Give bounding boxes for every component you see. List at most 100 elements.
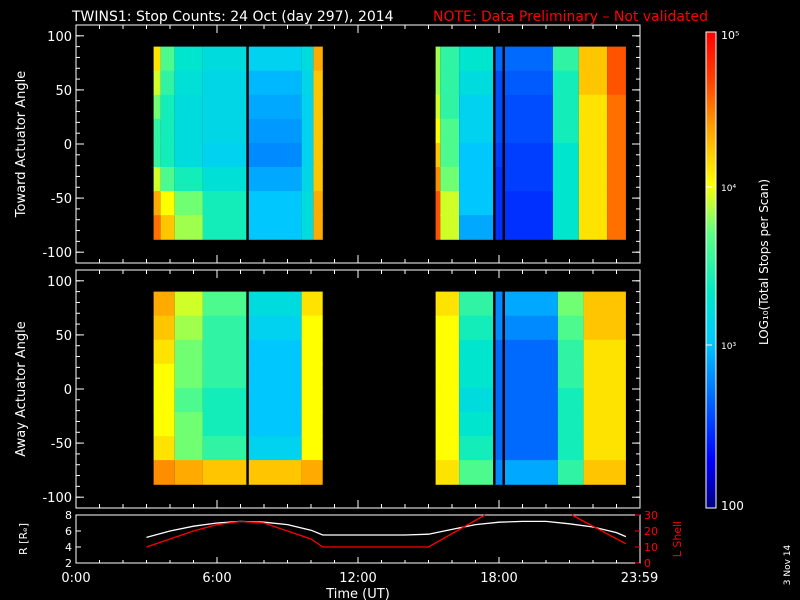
heatmap-cell xyxy=(440,167,460,192)
heatmap-cell xyxy=(301,363,323,389)
x-tick-label: 0:00 xyxy=(61,571,90,586)
heatmap-cell xyxy=(435,94,441,120)
heatmap-cell xyxy=(435,363,460,389)
heatmap-cell xyxy=(440,142,460,168)
heatmap-cell xyxy=(504,363,558,389)
heatmap-cell xyxy=(504,291,558,317)
heatmap-cell xyxy=(248,339,302,365)
heatmap-cell xyxy=(553,46,579,72)
heatmap-cell xyxy=(504,118,554,144)
heatmap-cell xyxy=(435,118,441,144)
panel-away-heatmap: 100 50 0 -50 -100 Away Actuator Angle xyxy=(14,269,641,509)
heatmap-cell xyxy=(301,142,314,168)
heatmap-cell xyxy=(553,94,579,120)
heatmap-cell xyxy=(153,460,175,485)
heatmap-cell xyxy=(301,460,323,485)
x-tick-label: 12:00 xyxy=(339,571,376,586)
heatmap-cell xyxy=(202,291,247,317)
series-lshell-line xyxy=(146,514,486,548)
data-gap xyxy=(493,46,496,240)
heatmap-cell xyxy=(301,118,314,144)
y-tick-label: 100 xyxy=(47,275,72,290)
heatmap-cell xyxy=(174,436,203,461)
heatmap-cell xyxy=(248,460,302,485)
heatmap-cell xyxy=(202,412,247,437)
heatmap-cell xyxy=(459,191,494,216)
heatmap-cell xyxy=(495,94,503,120)
heatmap-cell xyxy=(459,167,494,192)
y-tick-label: -50 xyxy=(51,192,72,207)
panel-orbit-lines: 8 6 4 2 30 20 10 0 0:00 6:00 12:00 18:00 23:59 Time (… xyxy=(17,509,684,600)
heatmap-cell xyxy=(435,436,460,461)
heatmap-cell xyxy=(301,412,323,437)
heatmap-cell xyxy=(313,46,323,72)
heatmap-cell xyxy=(160,118,175,144)
heatmap-cell xyxy=(153,215,161,240)
heatmap-cell xyxy=(459,315,494,341)
chart-title: TWINS1: Stop Counts: 24 Oct (day 297), 2… xyxy=(71,9,394,25)
y-axis-label: Away Actuator Angle xyxy=(14,321,29,456)
heatmap-cell xyxy=(435,46,441,72)
heatmap-cell xyxy=(553,191,579,216)
heatmap-cell xyxy=(174,118,203,144)
heatmap-cell xyxy=(248,167,302,192)
heatmap-cell xyxy=(459,412,494,437)
heatmap-cell xyxy=(583,460,626,485)
heatmap-cell xyxy=(301,339,323,365)
heatmap-cell xyxy=(435,387,460,413)
colorbar-tick-1e4: 10⁴ xyxy=(721,184,736,194)
heatmap-cell xyxy=(202,70,247,96)
heatmap-cell xyxy=(583,387,626,413)
heatmap-cell xyxy=(583,436,626,461)
left-tick-label: 6 xyxy=(65,525,72,538)
heatmap-cell xyxy=(459,46,494,72)
colorbar-gradient xyxy=(705,31,717,509)
heatmap-cell xyxy=(313,118,323,144)
heatmap-cell xyxy=(202,387,247,413)
colorbar: 10⁵ 10⁴ 10³ 100 LOG₁₀(Total Stops per Sc… xyxy=(705,29,771,513)
heatmap-cell xyxy=(557,412,584,437)
heatmap-cell xyxy=(459,94,494,120)
heatmap-cell xyxy=(607,191,626,216)
heatmap-cell xyxy=(153,291,175,317)
y-tick-label: 0 xyxy=(64,383,72,398)
heatmap-cell xyxy=(160,142,175,168)
left-tick-label: 2 xyxy=(65,557,72,570)
y-axis-label: Toward Actuator Angle xyxy=(14,71,29,218)
right-tick-label: 30 xyxy=(644,509,658,522)
heatmap-cell xyxy=(160,215,175,240)
panel-toward-heatmap: 100 50 0 -50 -100 Toward Actuator Angle xyxy=(14,24,641,264)
heatmap-cell xyxy=(248,94,302,120)
data-gap xyxy=(493,291,496,485)
right-axis-label: L Shell xyxy=(671,521,684,557)
heatmap-cell xyxy=(459,215,494,240)
heatmap-cell xyxy=(174,167,203,192)
heatmap-cell xyxy=(313,191,323,216)
heatmap-cell xyxy=(248,412,302,437)
heatmap-cell xyxy=(248,46,302,72)
heatmap-cell xyxy=(583,315,626,341)
heatmap-cell xyxy=(504,387,558,413)
data-gap xyxy=(246,291,249,485)
y-tick-label: -100 xyxy=(42,491,72,506)
heatmap-cell xyxy=(495,191,503,216)
y-tick-label: 100 xyxy=(47,30,72,45)
heatmap-cell xyxy=(153,167,161,192)
heatmap-cell xyxy=(174,387,203,413)
heatmap-cell xyxy=(202,191,247,216)
heatmap-cell xyxy=(160,46,175,72)
heatmap-cell xyxy=(313,167,323,192)
heatmap-cell xyxy=(459,142,494,168)
heatmap-cell xyxy=(578,118,608,144)
heatmap-cell xyxy=(313,70,323,96)
heatmap-cell xyxy=(495,70,503,96)
heatmap-cell xyxy=(153,191,161,216)
heatmap-cell xyxy=(607,118,626,144)
heatmap-cell xyxy=(174,142,203,168)
heatmap-cell xyxy=(578,94,608,120)
heatmap-cell xyxy=(435,339,460,365)
heatmap-cell xyxy=(153,363,175,389)
heatmap-cell xyxy=(153,118,161,144)
heatmap-cell xyxy=(313,94,323,120)
heatmap-cell xyxy=(607,94,626,120)
